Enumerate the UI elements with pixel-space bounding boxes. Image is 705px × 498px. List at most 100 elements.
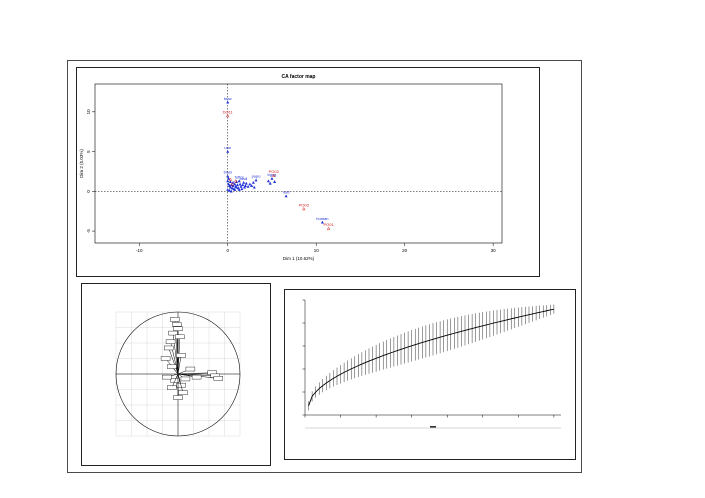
row-point xyxy=(242,180,246,184)
row-point xyxy=(226,100,230,104)
column-point xyxy=(302,206,306,211)
variable-vector xyxy=(168,347,179,375)
x-axis-label: Dim 1 (10.62%) xyxy=(283,256,315,261)
variable-vector xyxy=(177,372,213,375)
variable-label-box xyxy=(160,356,171,361)
row-point xyxy=(233,188,237,191)
row-point xyxy=(320,220,324,224)
variable-label-box xyxy=(168,330,178,336)
column-point xyxy=(233,179,238,183)
y-tick-label: 0 xyxy=(86,190,91,193)
row-point xyxy=(228,180,232,183)
row-point xyxy=(226,179,230,183)
variable-label-box xyxy=(167,385,177,390)
column-point xyxy=(326,226,331,231)
accumulation-curve-panel xyxy=(284,289,576,460)
column-point-label: DO11 xyxy=(223,109,234,114)
caption-mark xyxy=(430,426,436,428)
column-point xyxy=(228,177,233,181)
row-point xyxy=(246,184,250,188)
row-point xyxy=(240,187,244,191)
row-point xyxy=(244,181,248,185)
variable-label-box xyxy=(172,322,182,327)
x-tick-label: 30 xyxy=(491,248,497,253)
variable-label-box xyxy=(191,374,202,380)
variable-vector xyxy=(177,373,184,393)
x-tick-label: -10 xyxy=(136,248,143,253)
row-point xyxy=(235,185,239,189)
variable-label-box xyxy=(178,390,188,395)
variable-label-box xyxy=(180,376,191,382)
row-point-label: uuu xyxy=(224,145,231,150)
row-point-label: fotfor xyxy=(235,174,245,179)
row-point-label: brac xyxy=(224,96,232,101)
chart-title: CA factor map xyxy=(282,74,316,80)
row-point xyxy=(229,189,233,193)
row-point-label: bgog xyxy=(268,172,277,177)
variable-label-box xyxy=(185,366,196,372)
variable-label-box xyxy=(176,353,186,358)
column-point xyxy=(272,173,276,177)
correlation-circle-panel xyxy=(81,283,271,466)
y-tick-label: 10 xyxy=(86,109,91,115)
mean-curve xyxy=(308,308,554,406)
row-point-label: human xyxy=(316,216,328,221)
column-point-label: PO01 xyxy=(323,222,334,227)
column-point xyxy=(230,182,234,186)
variable-vector xyxy=(171,373,179,388)
plot-area-border xyxy=(94,83,503,244)
row-point xyxy=(230,186,234,190)
row-point-label: blusi xyxy=(224,170,232,175)
variable-label-box xyxy=(170,317,180,322)
row-point xyxy=(270,177,274,180)
y-tick-label: 5 xyxy=(86,150,91,153)
y-tick-label: -5 xyxy=(86,229,91,233)
row-point xyxy=(268,181,272,185)
row-point xyxy=(226,174,230,178)
row-point xyxy=(235,183,239,187)
ca-factor-map-panel: CA factor map -10 0 10 20 30 -5 0 5 10 Dim 1 (10.6… xyxy=(76,67,540,277)
row-point xyxy=(252,185,256,189)
row-point xyxy=(250,184,254,187)
row-point xyxy=(237,188,241,191)
row-point xyxy=(228,185,232,189)
row-point xyxy=(226,149,230,153)
accumulation-curve-chart xyxy=(302,299,561,429)
column-point xyxy=(226,113,230,118)
row-point-label: pupo xyxy=(252,174,262,179)
row-point xyxy=(233,182,237,186)
row-point xyxy=(243,184,247,187)
row-point xyxy=(231,184,235,187)
variable-vector xyxy=(177,355,182,375)
y-axis-label: Dim 2 (5.03%) xyxy=(79,149,84,178)
variable-label-box xyxy=(173,395,183,400)
row-point xyxy=(239,184,243,188)
row-point xyxy=(238,182,242,186)
row-point xyxy=(227,177,231,180)
x-tick-label: 10 xyxy=(314,248,320,253)
column-point-label: PO03 xyxy=(299,202,310,207)
variable-label-box xyxy=(167,364,177,369)
row-point xyxy=(251,180,255,184)
row-point xyxy=(226,188,230,191)
ca-factor-map-chart: CA factor map -10 0 10 20 30 -5 0 5 10 Dim 1 (10.6… xyxy=(79,74,503,261)
row-point xyxy=(241,183,245,187)
variable-label-box xyxy=(173,326,183,331)
figure-frame xyxy=(67,60,582,473)
x-tick-label: 0 xyxy=(226,248,229,253)
row-point-label: nod xyxy=(283,190,290,195)
row-point xyxy=(243,185,247,189)
row-point xyxy=(248,182,252,186)
row-point xyxy=(284,194,288,198)
x-tick-label: 20 xyxy=(402,248,408,253)
variable-label-box xyxy=(162,374,172,380)
column-point-label: PO02 xyxy=(269,169,280,174)
row-point xyxy=(237,179,241,183)
row-point xyxy=(227,188,231,192)
variable-label-box xyxy=(213,376,224,381)
row-point-label: cedi xyxy=(240,176,247,181)
row-point xyxy=(266,179,270,183)
variable-label-box xyxy=(165,339,176,344)
variable-label-box xyxy=(163,345,174,351)
row-point xyxy=(273,180,277,183)
